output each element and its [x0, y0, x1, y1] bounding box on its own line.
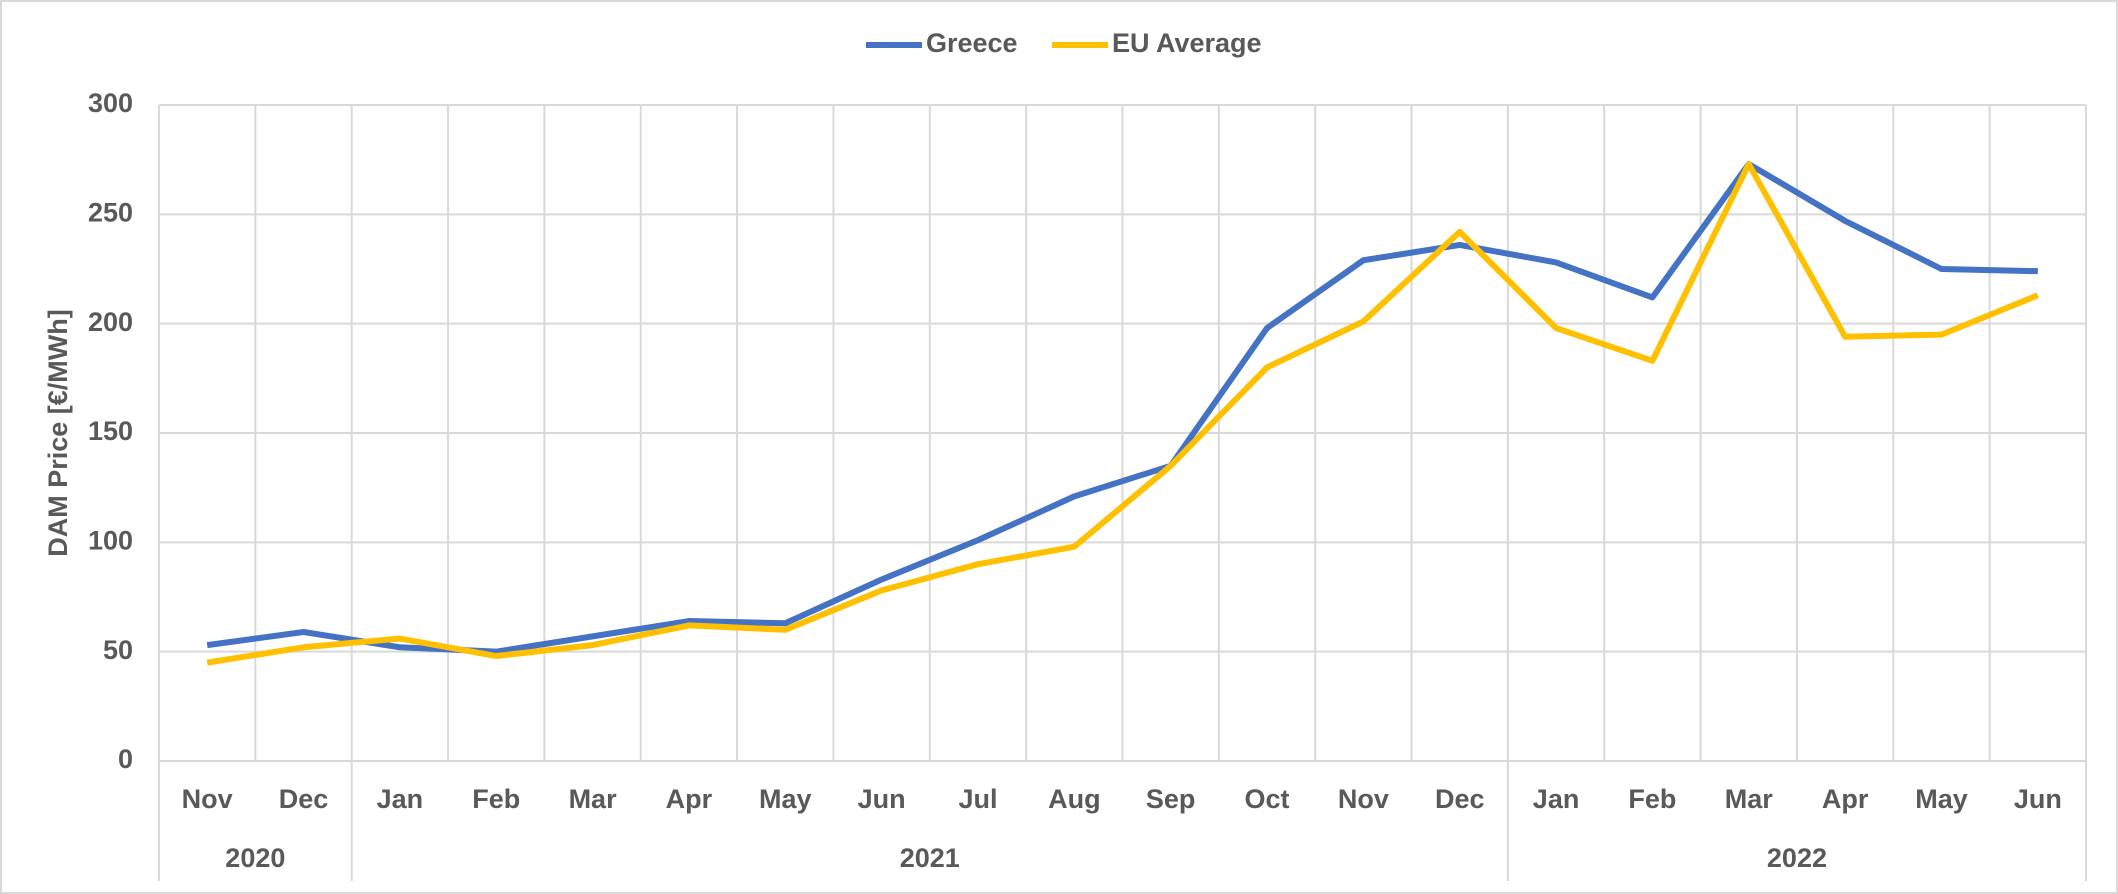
y-tick-label: 300 — [88, 88, 133, 118]
y-tick-label: 100 — [88, 525, 133, 555]
x-tick-label: Mar — [569, 784, 618, 814]
x-tick-label: Jun — [858, 784, 906, 814]
x-tick-label: Apr — [1822, 784, 1869, 814]
x-tick-label: Dec — [279, 784, 329, 814]
series-line — [206, 161, 2038, 655]
year-label: 2021 — [900, 843, 960, 873]
y-tick-label: 50 — [103, 635, 133, 665]
x-tick-label: Jan — [1533, 784, 1580, 814]
x-tick-label: Feb — [1628, 784, 1676, 814]
x-tick-label: Feb — [472, 784, 520, 814]
year-label: 2022 — [1767, 843, 1827, 873]
series-line — [206, 161, 2039, 666]
x-tick-label: Dec — [1435, 784, 1485, 814]
x-tick-label: Aug — [1048, 784, 1100, 814]
x-tick-label: Nov — [1338, 784, 1389, 814]
x-tick-label: Jun — [2014, 784, 2062, 814]
legend-label: EU Average — [1112, 28, 1262, 58]
x-tick-label: Mar — [1725, 784, 1774, 814]
y-tick-label: 150 — [88, 416, 133, 446]
y-tick-label: 0 — [118, 744, 133, 774]
x-tick-label: Apr — [666, 784, 713, 814]
y-axis-label: DAM Price [€/MWh] — [43, 309, 73, 557]
y-tick-label: 200 — [88, 307, 133, 337]
legend-label: Greece — [926, 28, 1018, 58]
x-tick-label: Sep — [1146, 784, 1196, 814]
x-tick-label: Jul — [958, 784, 997, 814]
x-tick-label: Jan — [377, 784, 424, 814]
y-tick-label: 250 — [88, 197, 133, 227]
x-tick-label: May — [1915, 784, 1968, 814]
x-tick-label: May — [759, 784, 812, 814]
x-tick-label: Oct — [1245, 784, 1290, 814]
x-tick-label: Nov — [182, 784, 233, 814]
year-label: 2020 — [225, 843, 285, 873]
